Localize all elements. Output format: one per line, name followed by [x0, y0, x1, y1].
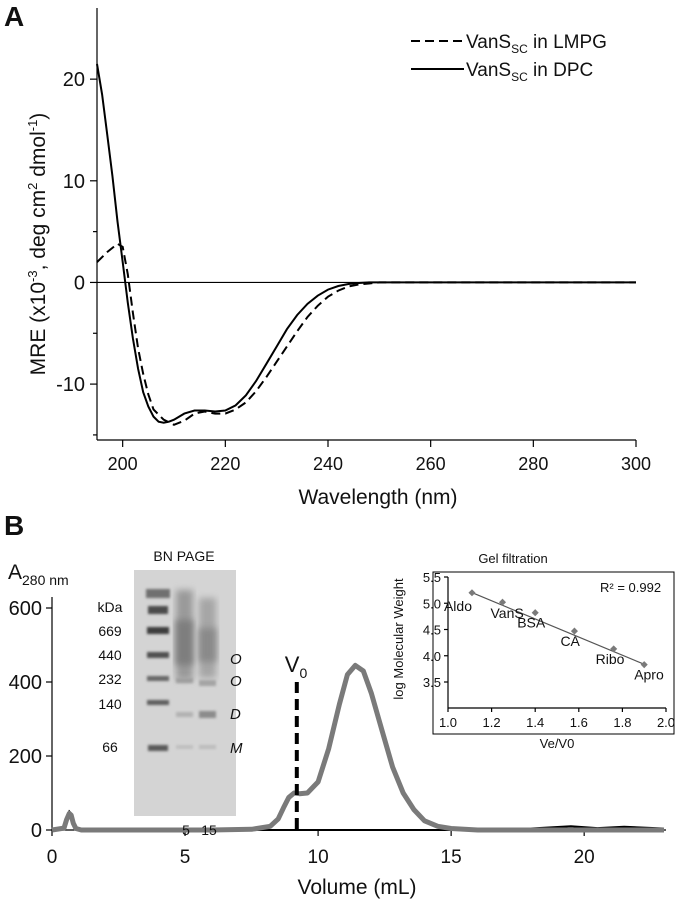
- gel-marker-66: 66: [102, 739, 118, 755]
- legend-lmpg-label: VanSSC in LMPG: [466, 32, 607, 56]
- chart-a-y-tick-label: 10: [63, 171, 85, 193]
- chart-b-x-tick-label: 10: [308, 847, 329, 868]
- gf-y-ticks: 5.5 5.0 4.5 4.0 3.5: [423, 570, 448, 690]
- gf-point-label: VanS: [491, 605, 524, 621]
- gel-species-o1: O: [230, 651, 242, 668]
- chart-a-x-tick-label: 260: [416, 454, 446, 474]
- gf-point-label: Apro: [634, 667, 664, 683]
- gf-point-label: CA: [560, 633, 580, 649]
- gf-y-label: log Molecular Weight: [391, 578, 406, 700]
- gf-y-tick-label: 3.5: [423, 675, 441, 690]
- legend-dpc-label: VanSSC in DPC: [466, 60, 593, 84]
- chart-b-y-label: A280 nm: [8, 561, 69, 588]
- gel-lane-5: [176, 590, 193, 749]
- series-lmpg-line: [96, 242, 636, 426]
- gf-x-tick-label: 1.2: [483, 715, 501, 730]
- chart-a: 200 220 240 260 280 300 20 10 0 -10 Wavelength (…: [25, 8, 651, 509]
- bn-page-gel: BN PAGE kDa 669 440: [98, 548, 243, 838]
- gel-lane-15: [199, 598, 216, 749]
- gf-x-tick-label: 2.0: [657, 715, 675, 730]
- chart-a-x-tick-label: 200: [108, 454, 138, 474]
- chart-b-x-tick-label: 0: [47, 847, 58, 868]
- panel-label-b: B: [4, 510, 24, 541]
- gf-fit-line: [469, 591, 647, 666]
- gf-x-tick-label: 1.8: [613, 715, 631, 730]
- chart-a-x-tick-label: 220: [210, 454, 240, 474]
- chart-a-x-label: Wavelength (nm): [298, 486, 457, 509]
- chart-b-y-ticks: 600 400 200 0: [9, 598, 52, 842]
- chart-a-legend: VanSSC in LMPG VanSSC in DPC: [411, 32, 607, 84]
- gf-frame: [432, 571, 675, 735]
- gf-y-tick-label: 4.0: [423, 649, 441, 664]
- chart-b-y-tick-label: 600: [9, 598, 42, 620]
- chart-b-x-tick-label: 20: [574, 847, 595, 868]
- gf-point-label: Ribo: [596, 651, 625, 667]
- gf-title: Gel filtration: [478, 551, 547, 566]
- gf-r-squared: R² = 0.992: [600, 580, 661, 595]
- chart-b-y-tick-label: 0: [31, 820, 42, 842]
- chart-a-y-tick-label: 20: [63, 69, 85, 91]
- gf-y-tick-label: 5.5: [423, 570, 441, 585]
- chart-a-x-tick-label: 300: [621, 454, 651, 474]
- gf-point-label: BSA: [517, 615, 546, 631]
- chart-b-x-tick-label: 5: [180, 847, 191, 868]
- gf-y-tick-label: 5.0: [423, 596, 441, 611]
- gf-x-tick-label: 1.0: [439, 715, 457, 730]
- series-dpc-line: [96, 63, 636, 424]
- chart-b-x-label: Volume (mL): [297, 876, 416, 899]
- chart-a-x-ticks: 200 220 240 260 280 300: [108, 440, 651, 474]
- gf-x-tick-label: 1.6: [570, 715, 588, 730]
- panel-label-a: A: [4, 1, 24, 32]
- gel-species-d: D: [230, 706, 241, 723]
- gel-lane-label-5: 5: [182, 822, 190, 838]
- gf-point-label: Aldo: [444, 598, 472, 614]
- gf-x-label: Ve/V0: [540, 736, 575, 751]
- chart-b-x-tick-label: 15: [441, 847, 462, 868]
- gel-species-o2: O: [230, 673, 242, 690]
- chart-a-y-ticks: 20 10 0 -10: [56, 69, 97, 436]
- gf-point: [531, 609, 539, 617]
- chart-a-y-label: MRE (x10-3, deg cm2 dmol-1): [25, 113, 50, 376]
- gel-ladder-lane: [146, 589, 170, 751]
- void-volume-label: V0: [285, 652, 308, 681]
- gel-marker-232: 232: [98, 671, 122, 687]
- gel-marker-669: 669: [98, 623, 122, 639]
- gf-y-tick-label: 4.5: [423, 623, 441, 638]
- chart-a-y-tick-label: 0: [74, 272, 85, 294]
- chart-b-y-tick-label: 400: [9, 672, 42, 694]
- chart-b-x-ticks: 0 5 10 15 20: [47, 830, 595, 868]
- gf-point: [468, 589, 476, 597]
- gf-point: [640, 661, 648, 669]
- gel-species-m: M: [230, 740, 243, 757]
- chart-b: 0 5 10 15 20 600 400 200 0 V0 Volume (mL) A280 …: [8, 561, 666, 899]
- gf-point: [570, 627, 578, 635]
- gf-point: [498, 598, 507, 606]
- series-gray-trace: [51, 662, 664, 833]
- gel-filtration-inset: Gel filtration 1.0 1.2 1.4 1.6 1.8 2.0 5.5 5.0…: [391, 551, 675, 751]
- gf-x-ticks: 1.0 1.2 1.4 1.6 1.8 2.0: [439, 708, 675, 730]
- gel-marker-140: 140: [98, 696, 122, 712]
- gel-marker-440: 440: [98, 647, 122, 663]
- chart-a-x-tick-label: 240: [313, 454, 343, 474]
- gel-title: BN PAGE: [153, 548, 214, 564]
- chart-a-x-tick-label: 280: [518, 454, 548, 474]
- gf-x-tick-label: 1.4: [526, 715, 544, 730]
- gf-point: [610, 645, 618, 653]
- gel-lane-label-15: 15: [201, 822, 217, 838]
- chart-a-y-tick-label: -10: [56, 374, 85, 396]
- gel-unit-label: kDa: [98, 599, 123, 615]
- chart-b-y-tick-label: 200: [9, 746, 42, 768]
